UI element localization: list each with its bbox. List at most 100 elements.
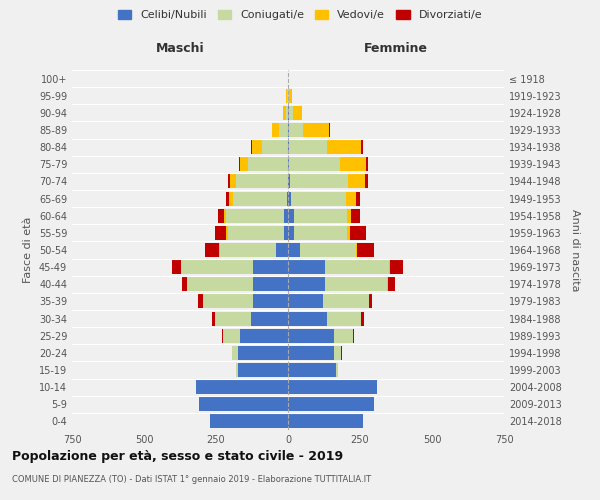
Bar bbox=[232, 346, 238, 360]
Bar bbox=[323, 294, 368, 308]
Text: Femmine: Femmine bbox=[364, 42, 428, 55]
Bar bbox=[196, 380, 288, 394]
Bar bbox=[288, 208, 294, 222]
Bar bbox=[220, 243, 277, 257]
Bar bbox=[289, 123, 303, 137]
Bar bbox=[287, 192, 288, 205]
Bar bbox=[215, 312, 251, 326]
Bar bbox=[172, 260, 181, 274]
Bar bbox=[226, 208, 284, 222]
Bar bbox=[299, 243, 356, 257]
Bar bbox=[335, 363, 338, 377]
Bar bbox=[325, 260, 389, 274]
Bar bbox=[356, 192, 360, 205]
Bar bbox=[288, 260, 325, 274]
Bar bbox=[251, 140, 252, 154]
Bar bbox=[262, 140, 288, 154]
Bar bbox=[288, 140, 289, 154]
Bar bbox=[224, 208, 226, 222]
Bar bbox=[223, 328, 241, 342]
Bar bbox=[277, 243, 288, 257]
Bar bbox=[389, 260, 403, 274]
Bar bbox=[294, 208, 347, 222]
Bar bbox=[253, 260, 288, 274]
Text: Maschi: Maschi bbox=[155, 42, 205, 55]
Bar bbox=[248, 158, 288, 172]
Bar bbox=[181, 260, 253, 274]
Bar bbox=[288, 294, 323, 308]
Bar bbox=[361, 312, 364, 326]
Bar bbox=[288, 158, 289, 172]
Bar bbox=[388, 278, 395, 291]
Text: COMUNE DI PIANEZZA (TO) - Dati ISTAT 1° gennaio 2019 - Elaborazione TUTTITALIA.I: COMUNE DI PIANEZZA (TO) - Dati ISTAT 1° … bbox=[12, 475, 371, 484]
Bar bbox=[182, 278, 187, 291]
Bar bbox=[288, 278, 325, 291]
Bar bbox=[280, 123, 288, 137]
Bar bbox=[334, 346, 341, 360]
Bar bbox=[212, 312, 215, 326]
Bar bbox=[348, 174, 365, 188]
Bar bbox=[272, 123, 280, 137]
Y-axis label: Anni di nascita: Anni di nascita bbox=[570, 209, 580, 291]
Bar bbox=[357, 243, 374, 257]
Bar bbox=[288, 328, 334, 342]
Bar bbox=[199, 294, 203, 308]
Bar bbox=[327, 312, 361, 326]
Bar bbox=[283, 106, 286, 120]
Bar bbox=[236, 174, 288, 188]
Bar bbox=[288, 192, 291, 205]
Bar bbox=[361, 140, 363, 154]
Bar bbox=[284, 208, 288, 222]
Bar bbox=[346, 192, 356, 205]
Bar bbox=[327, 140, 361, 154]
Bar bbox=[252, 140, 262, 154]
Bar bbox=[239, 158, 241, 172]
Bar bbox=[286, 106, 288, 120]
Bar bbox=[289, 158, 340, 172]
Bar bbox=[286, 88, 287, 102]
Bar bbox=[340, 158, 366, 172]
Bar bbox=[284, 226, 288, 240]
Bar bbox=[288, 380, 377, 394]
Bar bbox=[203, 294, 253, 308]
Bar bbox=[218, 208, 224, 222]
Bar bbox=[288, 243, 299, 257]
Bar bbox=[288, 123, 289, 137]
Bar bbox=[356, 243, 357, 257]
Bar bbox=[290, 174, 348, 188]
Bar bbox=[229, 192, 233, 205]
Text: Popolazione per età, sesso e stato civile - 2019: Popolazione per età, sesso e stato civil… bbox=[12, 450, 343, 463]
Legend: Celibi/Nubili, Coniugati/e, Vedovi/e, Divorziati/e: Celibi/Nubili, Coniugati/e, Vedovi/e, Di… bbox=[113, 6, 487, 25]
Bar bbox=[289, 88, 292, 102]
Bar bbox=[210, 414, 288, 428]
Bar bbox=[347, 226, 350, 240]
Bar bbox=[236, 363, 238, 377]
Bar bbox=[226, 192, 229, 205]
Bar bbox=[347, 208, 352, 222]
Bar bbox=[352, 208, 360, 222]
Bar bbox=[251, 312, 288, 326]
Bar bbox=[230, 174, 236, 188]
Bar bbox=[288, 312, 327, 326]
Bar bbox=[293, 106, 302, 120]
Bar bbox=[289, 106, 293, 120]
Y-axis label: Fasce di età: Fasce di età bbox=[23, 217, 33, 283]
Bar bbox=[288, 346, 334, 360]
Bar bbox=[369, 294, 372, 308]
Bar bbox=[288, 88, 289, 102]
Bar bbox=[253, 278, 288, 291]
Bar bbox=[288, 414, 363, 428]
Bar bbox=[366, 158, 368, 172]
Bar bbox=[228, 174, 230, 188]
Bar bbox=[289, 140, 327, 154]
Bar bbox=[241, 158, 248, 172]
Bar bbox=[233, 192, 287, 205]
Bar bbox=[226, 226, 227, 240]
Bar bbox=[199, 398, 288, 411]
Bar bbox=[325, 278, 388, 291]
Bar bbox=[334, 328, 353, 342]
Bar bbox=[288, 363, 335, 377]
Bar bbox=[227, 226, 284, 240]
Bar bbox=[238, 346, 288, 360]
Bar bbox=[294, 226, 347, 240]
